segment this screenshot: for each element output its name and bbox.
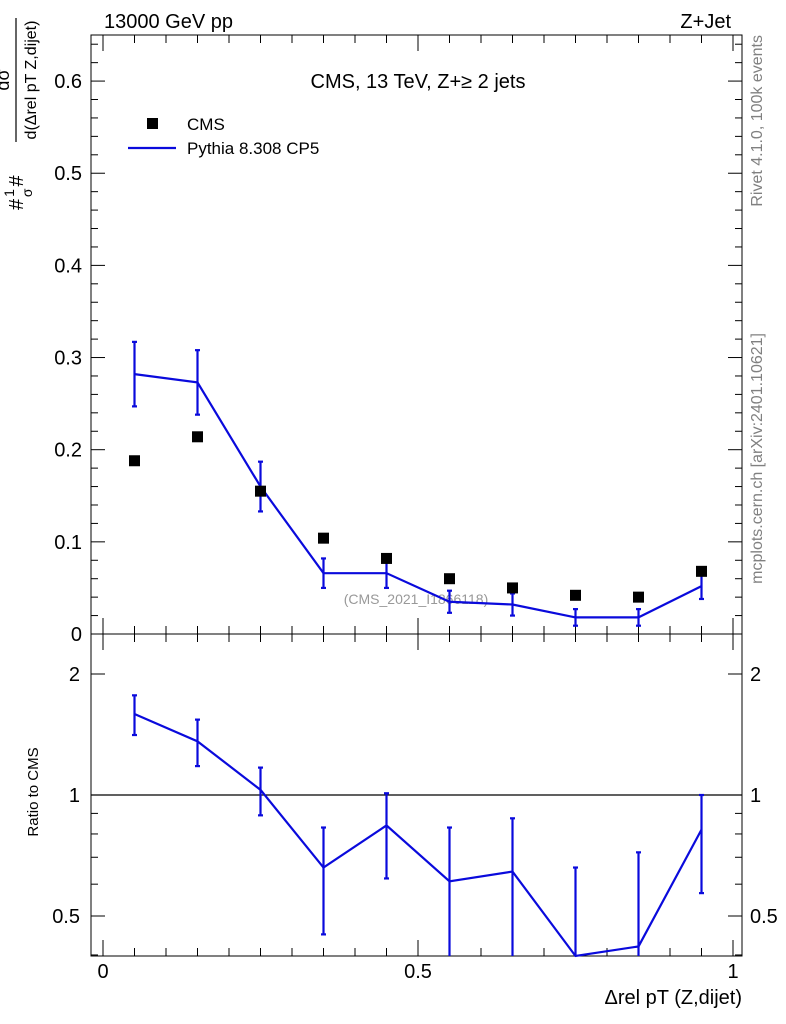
ratio-ticks [91,634,742,956]
ratio-xtick-label: 0.5 [404,961,432,983]
main-ytick-label: 0 [71,624,82,646]
header-left: 13000 GeV pp [104,11,233,33]
analysis-watermark: (CMS_2021_I1866118) [344,591,489,607]
cms-data-point [318,532,329,544]
cms-data-point [129,455,140,467]
ratio-data [91,694,742,958]
main-ytick-labels: 0 0.1 0.2 0.3 0.4 0.5 0.6 [54,71,82,646]
cms-data-point [444,573,455,585]
legend-cms-label: CMS [187,115,225,134]
header-right: Z+Jet [680,11,731,33]
main-ylabel: #1 σ# dσ d(Δrel pT Z,dijet) [0,18,40,210]
ratio-ytick-labels-right: 0.5 1 2 [750,664,778,928]
cms-data-point [696,565,707,577]
ylabel-numerator: dσ [0,69,13,90]
ratio-ytick-label-right: 2 [750,664,761,686]
legend-pythia-label: Pythia 8.308 CP5 [187,139,319,158]
rivet-version-label: Rivet 4.1.0, 100k events [749,35,766,207]
pythia-line [134,373,702,619]
mcplots-source-label: mcplots.cern.ch [arXiv:2401.10621] [749,333,766,584]
main-ytick-label: 0.6 [54,71,82,93]
ratio-xtick-label: 0 [97,961,108,983]
ratio-line [134,713,703,958]
ratio-ylabel: Ratio to CMS [25,747,42,836]
ylabel-denominator: d(Δrel pT Z,dijet) [23,21,40,140]
cms-data-point [192,431,203,443]
main-ytick-label: 0.3 [54,348,82,370]
ratio-ytick-label: 0.5 [52,906,80,928]
main-data [129,340,707,627]
ratio-xtick-labels: 0 0.5 1 [97,961,738,983]
ratio-ytick-label: 2 [69,664,80,686]
ratio-ytick-label-right: 0.5 [750,906,778,928]
ratio-ytick-label: 1 [69,785,80,807]
main-ticks [91,35,742,635]
cms-data-point [633,591,644,603]
ratio-ytick-label-right: 1 [750,785,761,807]
xaxis-label: Δrel pT (Z,dijet) [605,987,742,1009]
main-ytick-label: 0.2 [54,440,82,462]
main-ytick-label: 0.4 [54,255,82,277]
cms-data-point [507,582,518,594]
ylabel-prefix: #1 σ# [1,174,35,210]
cms-data-point [570,589,581,601]
ratio-xtick-label: 1 [727,961,738,983]
legend-cms-marker [147,118,158,129]
cms-data-point [255,485,266,497]
ratio-ytick-labels: 0.5 1 2 [52,664,80,928]
main-ytick-label: 0.1 [54,532,82,554]
main-ytick-label: 0.5 [54,163,82,185]
cms-data-point [381,552,392,564]
plot-title: CMS, 13 TeV, Z+≥ 2 jets [311,71,526,93]
